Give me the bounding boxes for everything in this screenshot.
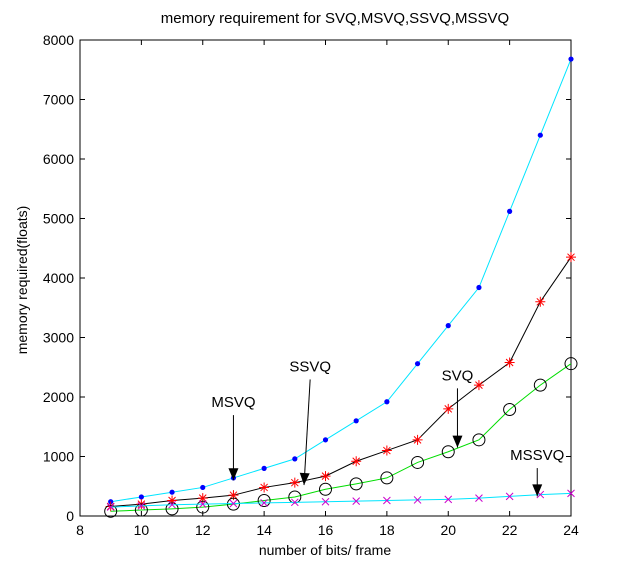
point-svq [353, 418, 359, 424]
point-svq [537, 132, 543, 138]
y-tick-label: 1000 [43, 449, 74, 465]
point-msvq [320, 471, 331, 482]
y-tick-label: 7000 [43, 92, 74, 108]
point-mssvq [168, 500, 176, 509]
annotation-ssvq: SSVQ [289, 358, 331, 375]
x-tick-label: 8 [76, 522, 84, 538]
point-ssvq [564, 357, 578, 371]
point-ssvq [319, 482, 332, 496]
x-tick-label: 22 [502, 522, 518, 538]
chart-title: memory requirement for SVQ,MSVQ,SSVQ,MSS… [161, 10, 509, 27]
point-svq [322, 437, 329, 443]
annotation-arrowhead [452, 435, 463, 448]
x-tick-label: 18 [379, 522, 395, 538]
point-mssvq [444, 495, 453, 504]
annotation-svq: SVQ [442, 367, 474, 384]
point-svq [568, 56, 574, 62]
annotation-arrowhead [299, 472, 310, 486]
point-msvq [381, 445, 392, 456]
annotation-arrowhead [532, 484, 543, 497]
series-line-msvq [110, 256, 572, 507]
point-msvq [197, 493, 208, 504]
series-line-mssvq [110, 492, 572, 508]
point-mssvq [260, 499, 268, 507]
point-mssvq [321, 497, 330, 506]
point-ssvq [533, 378, 547, 392]
point-svq [414, 361, 421, 367]
x-tick-label: 14 [256, 522, 272, 538]
point-svq [292, 456, 298, 462]
point-ssvq [503, 402, 517, 416]
point-msvq [351, 456, 362, 467]
point-msvq [566, 252, 576, 263]
point-ssvq [165, 502, 179, 516]
point-svq [261, 465, 267, 471]
point-svq [138, 494, 144, 500]
point-svq [384, 399, 390, 405]
point-mssvq [137, 502, 146, 510]
point-msvq [259, 482, 270, 493]
point-mssvq [413, 496, 422, 504]
point-mssvq [198, 500, 207, 508]
point-mssvq [567, 489, 575, 498]
x-tick-label: 16 [318, 522, 334, 538]
point-msvq [289, 477, 300, 488]
point-svq [445, 323, 451, 329]
point-svq [507, 208, 513, 214]
y-tick-label: 6000 [43, 151, 74, 167]
point-ssvq [104, 504, 118, 518]
point-mssvq [475, 494, 483, 503]
plot-area: 8 10 12 14 16 18 20 22 24 0 1000 2000 3000 4000 5000 60… [43, 32, 579, 538]
series-line-svq [110, 58, 572, 503]
annotation-arrow-line [303, 379, 311, 486]
x-tick-label: 20 [440, 522, 456, 538]
point-msvq [535, 296, 546, 307]
point-ssvq [380, 471, 394, 485]
point-ssvq [134, 503, 148, 517]
plot-frame [79, 39, 572, 517]
y-tick-label: 8000 [43, 32, 74, 48]
y-tick-label: 4000 [43, 270, 74, 286]
point-ssvq [441, 445, 455, 459]
annotation-mssvq: MSSVQ [510, 447, 564, 464]
y-tick-label: 2000 [43, 389, 74, 405]
point-ssvq [411, 455, 425, 469]
x-tick-label: 24 [563, 522, 579, 538]
point-msvq [473, 380, 484, 391]
x-axis-label: number of bits/ frame [259, 542, 391, 558]
point-msvq [412, 434, 423, 445]
point-msvq [504, 357, 515, 368]
y-axis-label: memory required(floats) [14, 206, 30, 355]
point-mssvq [352, 497, 361, 505]
point-msvq [228, 490, 239, 501]
point-svq [169, 489, 175, 495]
point-svq [200, 484, 206, 491]
y-tick-label: 0 [66, 508, 74, 524]
y-tick-label: 3000 [43, 330, 74, 346]
point-mssvq [383, 496, 391, 505]
y-tick-label: 5000 [43, 211, 74, 227]
point-svq [476, 284, 482, 291]
point-mssvq [229, 499, 238, 508]
annotation-arrowhead [228, 468, 239, 481]
x-tick-label: 12 [195, 522, 211, 538]
point-ssvq [196, 500, 210, 514]
annotation-msvq: MSVQ [211, 394, 255, 411]
x-tick-label: 10 [134, 522, 150, 538]
point-msvq [167, 495, 178, 506]
point-mssvq [505, 492, 514, 501]
point-mssvq [290, 498, 299, 507]
point-ssvq [349, 477, 363, 491]
point-ssvq [257, 494, 271, 508]
series-line-ssvq [110, 363, 572, 512]
point-msvq [443, 403, 454, 414]
point-ssvq [472, 433, 486, 447]
point-mssvq [106, 503, 115, 511]
